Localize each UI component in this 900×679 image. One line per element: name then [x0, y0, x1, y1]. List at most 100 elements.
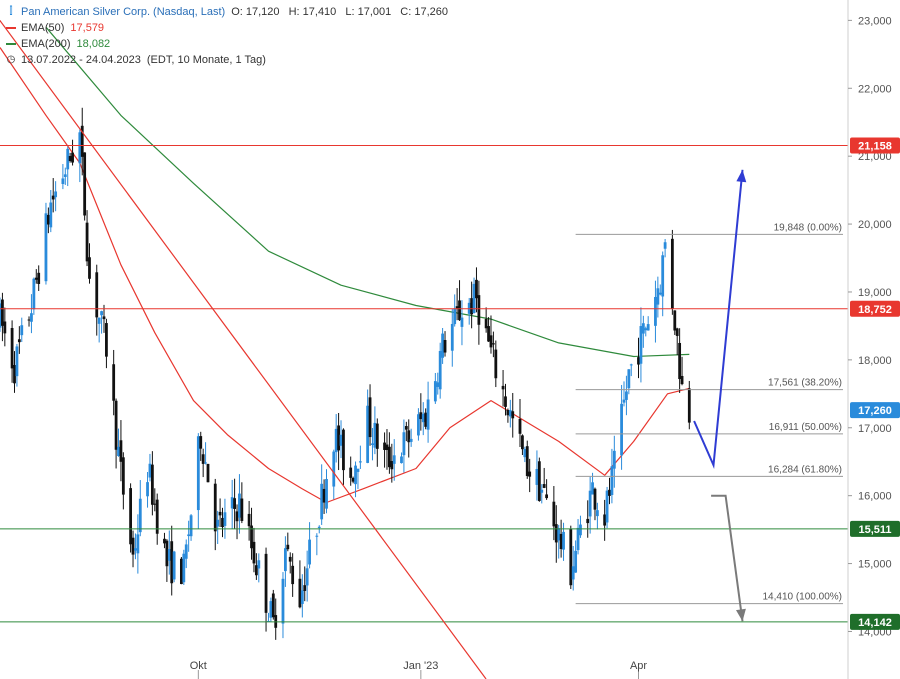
- candle-body: [576, 527, 580, 551]
- y-tick-label: 18,000: [858, 355, 892, 367]
- candle-body: [291, 565, 295, 585]
- ohlc-values: O: 17,120 H: 17,410 L: 17,001 C: 17,260: [225, 4, 448, 20]
- candle-body: [286, 544, 290, 550]
- candle-body: [629, 364, 633, 366]
- candle-body: [54, 191, 58, 198]
- candle-body: [675, 328, 679, 336]
- candle-body: [3, 321, 7, 334]
- candle-body: [421, 413, 425, 423]
- candle-body: [163, 538, 166, 544]
- open-value: O: 17,120: [231, 6, 280, 18]
- candle-body: [51, 195, 55, 200]
- candle-body: [407, 430, 411, 443]
- candle-body: [63, 174, 67, 177]
- fib-level-label: 16,284 (61.80%): [768, 464, 842, 475]
- candle-body: [15, 346, 19, 377]
- candle-body: [537, 461, 541, 501]
- candle-body: [10, 327, 14, 369]
- ema200-swatch: [6, 43, 16, 45]
- candle-body: [305, 568, 309, 586]
- candle-body: [119, 440, 123, 462]
- candle-body: [32, 278, 36, 310]
- level-price-label: 21,158: [858, 140, 892, 152]
- candle-body: [356, 468, 360, 472]
- candle-body: [678, 342, 682, 380]
- candle-body: [646, 324, 650, 331]
- fib-level-label: 16,911 (50.00%): [769, 422, 842, 433]
- y-tick-label: 19,000: [858, 287, 892, 299]
- candle-body: [298, 578, 302, 608]
- candle-body: [201, 454, 205, 464]
- candle-body: [593, 488, 597, 510]
- candle-body: [661, 255, 665, 297]
- candle-body: [673, 310, 677, 331]
- candle-body: [663, 242, 667, 249]
- candle-body: [658, 292, 662, 295]
- candle-body: [620, 403, 623, 456]
- candle-body: [342, 429, 345, 471]
- candle-body: [494, 349, 498, 379]
- candle-body: [574, 550, 578, 573]
- candle-body: [179, 558, 183, 585]
- candle-body: [518, 418, 522, 434]
- candle-body: [20, 325, 24, 336]
- candle-body: [252, 541, 256, 564]
- candle-body: [221, 517, 224, 528]
- candle-body: [542, 484, 546, 488]
- candle-body: [218, 511, 222, 516]
- candle-body: [182, 553, 186, 583]
- chart-legend: ⫿ Pan American Silver Corp. (Nasdaq, Las…: [6, 4, 448, 68]
- y-tick-label: 16,000: [858, 491, 892, 503]
- candle-body: [438, 350, 442, 390]
- price-axis: 14,00015,00016,00017,00018,00019,00020,0…: [190, 0, 900, 679]
- candle-body: [506, 409, 510, 416]
- candle-body: [569, 529, 573, 586]
- candle-body: [641, 323, 645, 334]
- candle-body: [484, 318, 488, 329]
- candle-body: [1, 299, 4, 326]
- candle-body: [112, 364, 116, 401]
- candle-body: [254, 565, 258, 576]
- bullish-scenario-arrow: [693, 169, 744, 469]
- candle-body: [625, 391, 628, 400]
- current-price-tag: [850, 402, 900, 419]
- candle-body: [204, 462, 207, 464]
- level-price-tag: [850, 300, 900, 317]
- candle-body: [85, 222, 89, 262]
- candle-body: [562, 531, 565, 550]
- candle-body: [433, 381, 437, 402]
- candle-body: [13, 365, 16, 384]
- date-range: 13.07.2022 - 24.04.2023: [21, 54, 141, 66]
- level-price-tag: [850, 520, 900, 537]
- level-price-label: 15,511: [858, 524, 891, 536]
- chart-type-icon[interactable]: ⫿: [9, 6, 13, 17]
- candle-body: [586, 518, 590, 524]
- candle-body: [199, 436, 203, 449]
- legend-title-row: ⫿ Pan American Silver Corp. (Nasdaq, Las…: [6, 4, 448, 20]
- candle-body: [436, 382, 440, 387]
- y-tick-label: 20,000: [858, 219, 892, 231]
- annotations-layer: 19,848 (0.00%) 17,561 (38.20%) 16,911 (50.…: [0, 19, 848, 679]
- x-tick-label: Okt: [190, 660, 207, 672]
- ema50-label: EMA(50): [21, 22, 65, 34]
- candle-body: [337, 425, 341, 451]
- bearish-scenario-arrow-head: [736, 608, 746, 622]
- level-price-label: 14,142: [858, 617, 892, 629]
- candle-body: [627, 369, 631, 389]
- candle-body: [375, 423, 379, 449]
- legend-ema50[interactable]: EMA(50) 17,579: [6, 20, 448, 36]
- candle-body: [49, 202, 53, 228]
- candle-body: [121, 457, 125, 495]
- candle-body: [670, 238, 674, 309]
- candle-body: [223, 512, 227, 526]
- candle-body: [487, 326, 490, 342]
- candle-body: [271, 593, 275, 618]
- candle-body: [605, 490, 609, 523]
- ema50-swatch: [6, 27, 16, 29]
- candle-body: [138, 498, 142, 533]
- candle-body: [283, 548, 287, 572]
- legend-ema200[interactable]: EMA(200) 18,082: [6, 36, 448, 52]
- candle-body: [238, 493, 241, 518]
- candle-body: [450, 323, 454, 351]
